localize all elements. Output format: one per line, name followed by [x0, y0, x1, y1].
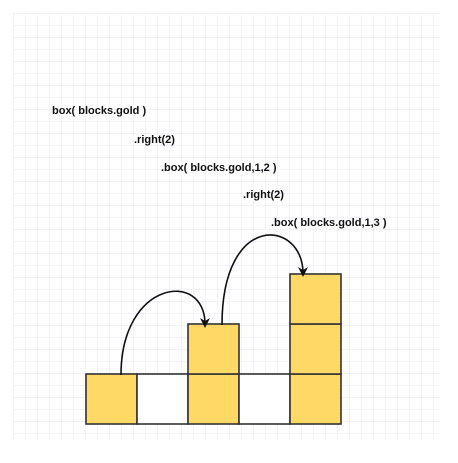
gold-block [187, 323, 240, 375]
gold-block [289, 323, 342, 375]
code-line-box-gold-1-2: .box( blocks.gold,1,2 ) [161, 162, 277, 174]
code-line-right-1: .right(2) [134, 134, 175, 146]
arrows-layer [120, 234, 308, 376]
code-line-box-gold-1-3: .box( blocks.gold,1,3 ) [271, 217, 387, 229]
gold-block [289, 373, 342, 425]
empty-block [136, 373, 189, 425]
blocks-layer [85, 273, 342, 425]
jump-arrow-1 [120, 290, 210, 376]
code-line-box-gold: box( blocks.gold ) [52, 105, 147, 117]
jump-arrow-2 [221, 234, 308, 326]
code-line-right-2: .right(2) [243, 189, 284, 201]
gold-block [187, 373, 240, 425]
gold-block [289, 273, 342, 325]
gold-block [85, 373, 138, 425]
empty-block [238, 373, 291, 425]
